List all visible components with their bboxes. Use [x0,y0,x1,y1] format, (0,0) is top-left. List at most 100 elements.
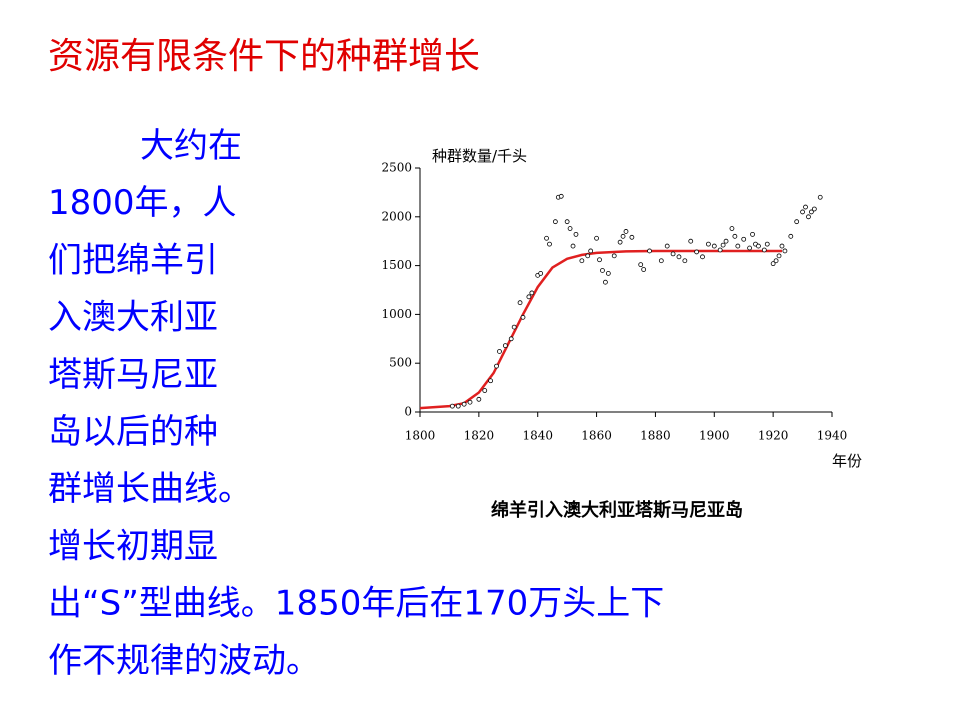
data-point [723,238,729,244]
x-axis-label: 年份 [832,452,862,470]
data-point [741,236,747,242]
y-tick-label: 0 [404,405,412,419]
data-point [756,243,761,249]
data-point [647,248,652,254]
data-point [770,261,776,267]
data-point [764,241,770,247]
data-point [552,219,558,225]
data-point [603,279,608,285]
data-point [544,235,549,241]
y-tick-label: 1000 [381,307,412,321]
data-point [732,233,738,239]
data-point [773,258,779,264]
data-point [482,388,488,393]
data-point [567,226,573,231]
data-point [461,401,467,407]
data-point [597,257,602,263]
data-point [788,233,794,239]
data-point [585,253,591,259]
data-point [776,253,782,259]
body-line: 岛以后的种 [48,412,218,452]
data-point [735,243,741,249]
body-line: 群增长曲线。 [48,469,252,509]
data-point [558,193,564,199]
data-point [620,233,626,239]
x-tick-label: 1860 [581,429,612,443]
data-point [803,204,808,210]
data-point [811,206,817,212]
x-tick-label: 1800 [405,429,436,443]
data-point [641,267,647,272]
y-tick-label: 2000 [381,209,412,223]
data-point [688,238,694,244]
body-line: 1800年，人 [48,183,237,223]
data-point [720,242,726,248]
data-point [809,209,814,215]
data-point [520,314,526,320]
data-point [611,253,617,259]
body-text: 大约在 1800年，人们把绵羊引入澳大利亚塔斯马尼亚岛以后的种群增长曲线。增长初期… [48,126,664,681]
data-point [706,241,711,247]
chart: 种群数量/千头 年份 绵羊引入澳大利亚塔斯马尼亚岛 0 500 1000 1500 20… [381,147,862,521]
body-line: 增长初期显 [48,526,218,566]
data-point [800,209,805,215]
data-point [623,229,629,234]
y-tick-label: 1500 [381,258,412,272]
x-tick-label: 1940 [817,429,848,443]
data-point [682,258,688,264]
x-tick-label: 1900 [699,429,730,443]
data-point [467,399,473,405]
data-point [579,258,585,264]
data-point [694,249,700,255]
data-point [573,231,579,237]
data-point [476,396,482,402]
data-point [570,243,576,249]
data-point [676,254,682,260]
data-point [517,300,523,306]
data-point [806,214,811,220]
y-axis-label: 种群数量/千头 [432,147,527,165]
data-point [629,234,635,240]
body-line: 们把绵羊引 [48,240,218,280]
data-point [494,363,499,369]
data-point [605,271,611,276]
data-point [782,248,788,254]
data-point [600,268,605,273]
data-point [564,219,570,225]
data-point [508,336,514,342]
slide-title: 资源有限条件下的种群增长 [48,36,480,77]
data-point [547,241,552,247]
x-tick-label: 1880 [640,429,671,443]
data-point [658,258,664,264]
body-line: 大约在 [140,126,242,166]
data-point [638,262,644,268]
x-tick-label: 1920 [758,429,789,443]
fitted-curve [419,249,782,410]
data-point [794,219,800,225]
data-point [700,254,705,260]
y-tick-label: 2500 [381,161,412,175]
data-point [526,294,532,300]
data-point [538,271,544,276]
data-point [502,343,508,349]
chart-caption: 绵羊引入澳大利亚塔斯马尼亚岛 [491,499,743,521]
data-point [617,239,623,245]
data-point [761,247,767,253]
data-point [455,403,461,409]
data-point [729,226,735,231]
data-point [497,349,502,354]
data-point [670,251,676,257]
data-point [747,245,752,251]
body-line: 塔斯马尼亚 [48,355,218,395]
data-point [488,378,494,384]
data-point [449,403,455,409]
body-line: 作不规律的波动。 [48,641,320,681]
data-point [779,243,785,249]
data-point [711,243,717,249]
x-tick-label: 1820 [464,429,495,443]
body-line: 入澳大利亚 [48,298,218,338]
body-line: 出“S”型曲线。1850年后在170万头上下 [48,584,664,624]
data-point [511,324,517,330]
data-point [529,290,535,296]
